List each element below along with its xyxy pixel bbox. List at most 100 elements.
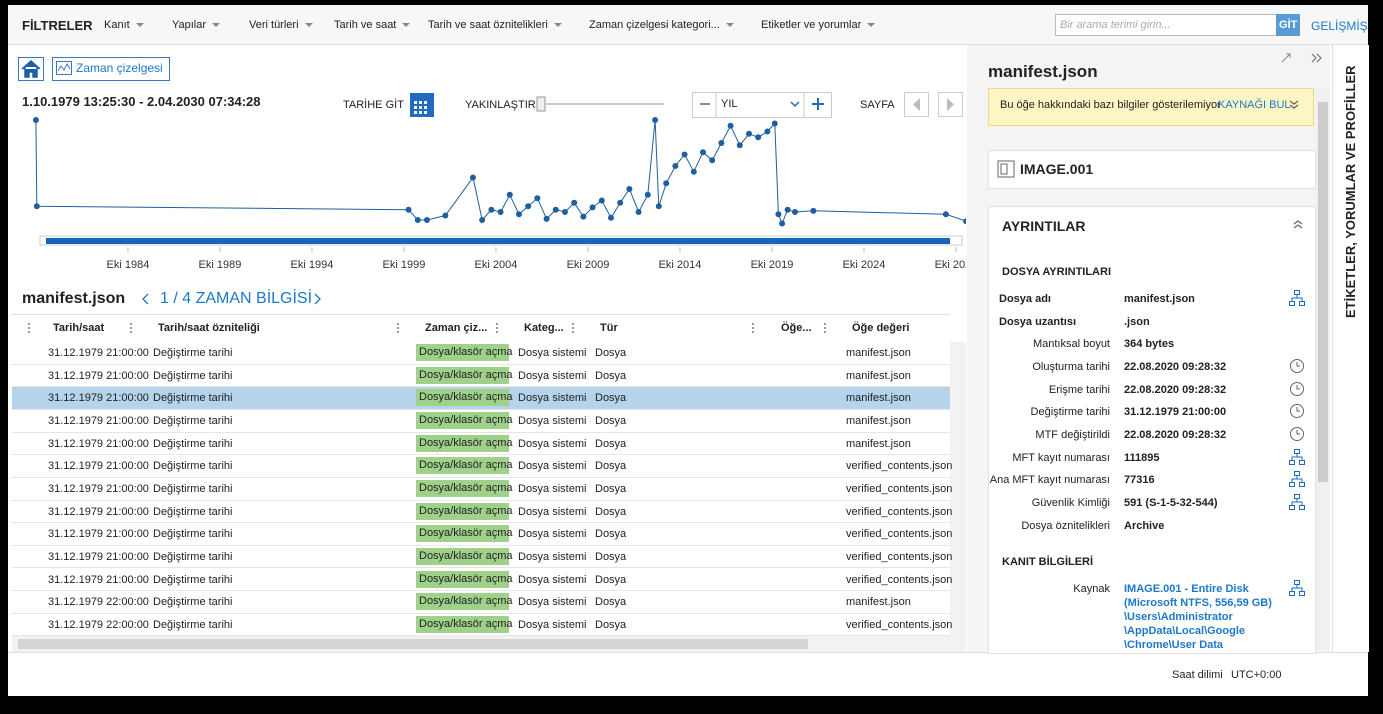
column-header[interactable]: Tarih/saat özniteliği <box>158 322 260 334</box>
table-cell: 31.12.1979 21:00:00 <box>48 482 149 495</box>
category-tag: Dosya/klasör açma <box>416 366 513 384</box>
timeline-point <box>617 199 624 206</box>
field-label: Dosya uzantısı <box>999 315 1077 328</box>
field-value: 22.08.2020 09:28:32 <box>1124 360 1227 373</box>
notice-box <box>988 88 1314 126</box>
unit-value[interactable]: YIL <box>721 98 738 110</box>
column-header[interactable]: Tür <box>600 322 618 334</box>
field-value: 22.08.2020 09:28:32 <box>1124 428 1227 441</box>
timeline-point <box>652 117 659 123</box>
category-tag: Dosya/klasör açma <box>416 344 513 361</box>
notice-expand[interactable] <box>1288 99 1300 111</box>
field-icon[interactable] <box>1289 381 1305 400</box>
list-title: manifest.json <box>22 290 126 307</box>
table-cell: Dosya sistemi <box>518 528 587 541</box>
timeline-icon <box>56 61 72 75</box>
collapse-icon[interactable] <box>1292 218 1304 230</box>
timeline-point <box>681 151 688 158</box>
column-header[interactable]: Kateg... <box>524 322 564 334</box>
timeline-point <box>580 213 587 220</box>
timeline-point <box>423 217 430 224</box>
table-cell: Dosya <box>595 392 627 405</box>
menu-item[interactable]: Zaman çizelgesi kategori... <box>589 19 734 31</box>
field-label: Dosya adı <box>999 293 1051 305</box>
column-header[interactable]: Tarih/saat <box>53 322 105 334</box>
zoom-label: YAKINLAŞTIR <box>465 99 536 111</box>
search-placeholder[interactable]: Bir arama terimi girin... <box>1060 19 1171 31</box>
field-icon[interactable] <box>1289 403 1305 422</box>
field-icon[interactable] <box>1289 290 1305 309</box>
source-icon[interactable] <box>1289 580 1305 599</box>
timezone-value: UTC+0:00 <box>1231 669 1282 681</box>
source-line[interactable]: (Microsoft NTFS, 556,59 GB) <box>1124 597 1272 609</box>
timeline-point <box>32 117 39 123</box>
menu-item[interactable]: Veri türleri <box>249 19 313 31</box>
timeline-point <box>775 211 782 218</box>
column-header[interactable]: Zaman çiz... <box>425 322 488 334</box>
source-line[interactable]: \AppData\Local\Google <box>1124 625 1246 637</box>
column-grip <box>397 323 401 333</box>
timeline-point <box>405 206 412 213</box>
table-cell: 31.12.1979 21:00:00 <box>48 414 149 427</box>
timeline-point <box>515 211 522 218</box>
table-cell: Dosya sistemi <box>518 618 587 631</box>
side-tab[interactable]: ETİKETLER, YORUMLAR VE PROFİLLER <box>1343 65 1358 318</box>
source-line[interactable]: IMAGE.001 - Entire Disk <box>1124 583 1249 595</box>
field-label: Dosya öznitelikleri <box>1021 519 1110 532</box>
category-tag: Dosya/klasör açma <box>416 434 513 452</box>
table-cell: 31.12.1979 21:00:00 <box>48 528 149 541</box>
details-scrollbar[interactable] <box>1316 88 1330 650</box>
view-tab[interactable]: Zaman çizelgesi <box>76 61 163 75</box>
field-icon[interactable] <box>1289 493 1305 513</box>
source-line[interactable]: \Users\Administrator <box>1124 611 1233 623</box>
timeline-point <box>635 209 642 215</box>
timeline-point <box>414 217 421 224</box>
column-header[interactable]: Öğe değeri <box>852 322 910 334</box>
find-source[interactable]: KAYNAĞI BUL <box>1218 99 1291 111</box>
field-label: Güvenlik Kimliği <box>1031 496 1110 509</box>
menu-item[interactable]: Yapılar <box>172 19 221 31</box>
unit-combo[interactable] <box>692 92 832 118</box>
table-cell: Dosya <box>595 482 627 495</box>
menu-item[interactable]: Kanıt <box>104 19 144 31</box>
v-scrollbar[interactable] <box>950 342 966 636</box>
menu-item[interactable]: Tarih ve saat öznitelikleri <box>428 19 562 31</box>
field-label: Oluşturma tarihi <box>1032 360 1110 373</box>
h-scrollbar[interactable] <box>12 636 966 652</box>
timeline-point <box>626 186 633 192</box>
advanced-link[interactable]: GELİŞMİŞ <box>1311 19 1368 33</box>
timeline-point <box>755 134 762 141</box>
search-button[interactable]: GİT <box>1279 19 1298 31</box>
table-cell: Dosya sistemi <box>518 596 587 609</box>
home-button[interactable] <box>18 57 44 81</box>
pane-icons[interactable] <box>1280 50 1326 66</box>
evidence-name: IMAGE.001 <box>1020 161 1094 177</box>
timeline-point <box>663 180 670 187</box>
category-tag: Dosya/klasör açma <box>416 615 513 633</box>
filters-title[interactable]: FİLTRELER <box>22 18 93 33</box>
timezone-label: Saat dilimi <box>1172 669 1223 681</box>
table-cell: 31.12.1979 22:00:00 <box>48 596 149 609</box>
search-button-bg[interactable] <box>1276 14 1300 36</box>
source-line[interactable]: \Chrome\User Data <box>1124 639 1224 651</box>
menu-item[interactable]: Etiketler ve yorumlar <box>761 19 876 31</box>
table-cell: Dosya <box>595 573 627 586</box>
goto-date[interactable]: TARİHE GİT <box>343 99 404 111</box>
page-arrows[interactable] <box>904 92 964 118</box>
table-cell: Dosya <box>595 596 627 609</box>
field-icon[interactable] <box>1289 448 1305 468</box>
menu-item[interactable]: Tarih ve saat <box>334 19 411 31</box>
pager-arrows[interactable] <box>140 290 330 308</box>
column-header[interactable]: Öğe... <box>781 322 812 334</box>
category-tag: Dosya/klasör açma <box>416 457 513 475</box>
field-icon[interactable] <box>1289 471 1305 490</box>
calendar-button[interactable] <box>410 93 434 117</box>
field-icon[interactable] <box>1289 426 1305 445</box>
table-cell: Değiştirme tarihi <box>153 505 233 518</box>
field-icon[interactable] <box>1289 358 1305 377</box>
timeline-point <box>497 209 504 215</box>
table-cell: Dosya sistemi <box>518 482 587 495</box>
evidence-box <box>988 150 1316 189</box>
zoom-slider[interactable] <box>536 96 668 112</box>
